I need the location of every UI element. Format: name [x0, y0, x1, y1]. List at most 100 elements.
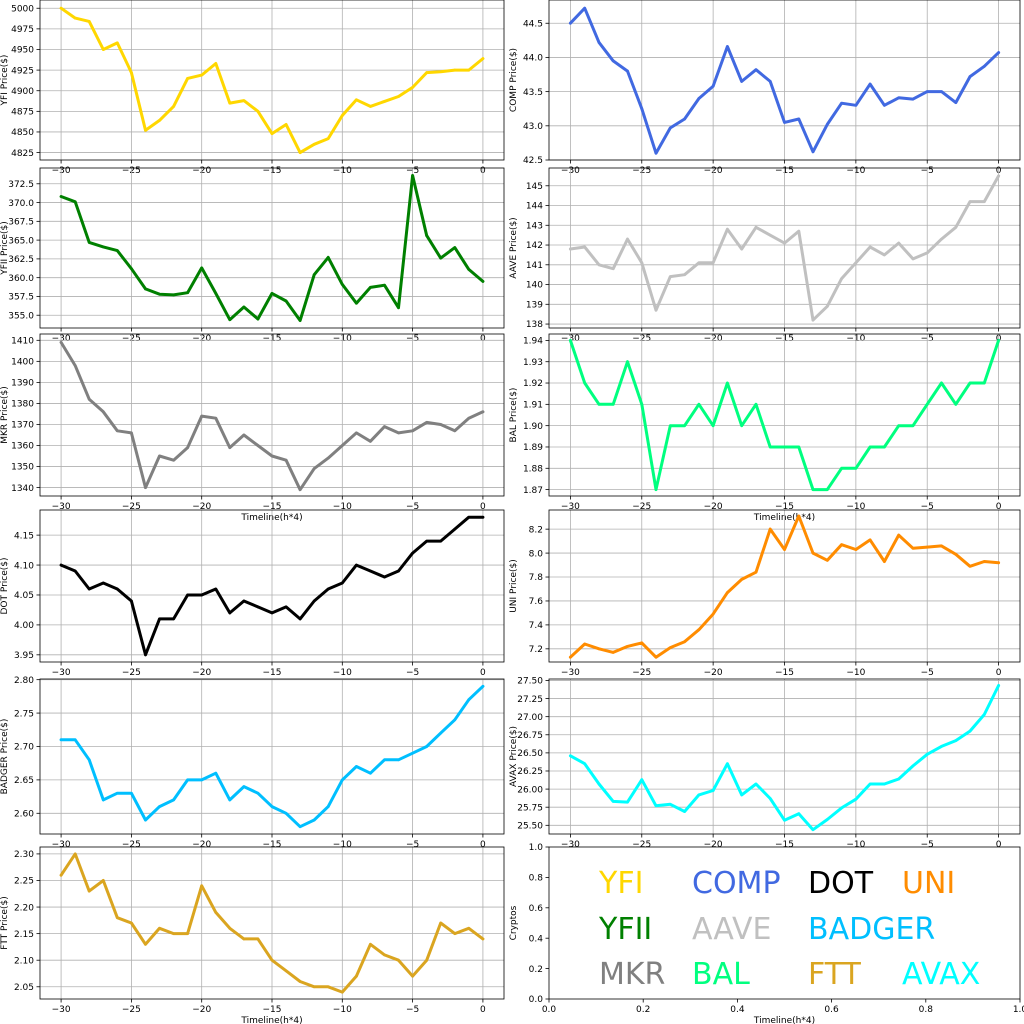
- data-point: [341, 444, 344, 447]
- data-point: [326, 985, 330, 989]
- data-point: [854, 103, 858, 107]
- y-tick-label: 7.6: [529, 597, 544, 607]
- data-point: [59, 195, 63, 198]
- data-point: [840, 101, 843, 105]
- y-tick-label: 139: [526, 300, 543, 310]
- x-tick-label: −20: [192, 840, 211, 850]
- data-point: [726, 45, 729, 48]
- data-point: [411, 551, 414, 555]
- data-point: [369, 286, 372, 289]
- y-axis: 2.05 2.10 2.15 2.20 2.25 2.30: [14, 850, 40, 993]
- data-point: [997, 51, 1000, 54]
- data-point: [355, 563, 358, 567]
- data-point: [59, 873, 63, 877]
- legend-entry-uni: UNI: [902, 866, 955, 901]
- x-axis: −30−25−20−15−10−50: [52, 328, 486, 344]
- data-point: [116, 587, 119, 591]
- plot-frame: [548, 0, 1021, 161]
- data-points: [569, 684, 1000, 831]
- y-tick-label: 2.05: [14, 983, 34, 993]
- y-tick-label: 4.15: [14, 531, 34, 541]
- chart-mkr: −30 −25 −20 −15 −10 −5 01340135013601370138013…: [0, 333, 505, 523]
- data-point: [868, 782, 872, 786]
- legend-entry-aave: AAVE: [692, 912, 771, 947]
- data-point: [101, 879, 105, 882]
- data-point: [569, 339, 572, 342]
- data-point: [683, 810, 686, 813]
- grid-lines: [40, 679, 504, 834]
- y-tick-label: 1350: [11, 463, 34, 473]
- data-point: [740, 424, 743, 427]
- y-axis-label: AVAX Price($): [509, 726, 519, 787]
- data-point: [911, 546, 915, 550]
- y-tick-label: 1.94: [523, 337, 543, 347]
- plot-frame: [548, 509, 1021, 663]
- x-tick-label: −25: [632, 840, 651, 850]
- y-tick-label: 143: [526, 221, 543, 231]
- data-point: [256, 605, 260, 609]
- y-tick-label: 4950: [11, 46, 34, 56]
- data-point: [439, 731, 443, 735]
- x-tick-label: −15: [775, 502, 794, 512]
- data-point: [453, 246, 457, 249]
- data-point: [228, 611, 232, 615]
- y-tick-label: 7.2: [529, 645, 543, 655]
- y-tick-label: 1370: [11, 421, 34, 431]
- data-point: [200, 414, 203, 418]
- grid-lines: [549, 510, 1020, 662]
- y-tick-label: 1.0: [529, 843, 544, 853]
- y-tick-label: 43.5: [523, 88, 543, 98]
- data-point: [467, 416, 471, 420]
- grid-lines: [40, 334, 504, 496]
- y-tick-label: 1.93: [523, 358, 543, 368]
- data-points: [59, 174, 485, 322]
- y-tick-label: 1380: [11, 400, 34, 410]
- data-point: [783, 241, 786, 245]
- data-point: [811, 828, 815, 831]
- x-tick-label: −10: [846, 668, 865, 678]
- x-tick-label: −25: [122, 502, 141, 512]
- x-tick-label: −20: [192, 1005, 211, 1015]
- data-point: [626, 360, 629, 364]
- x-tick-label: 0.8: [919, 1005, 934, 1015]
- data-point: [298, 488, 302, 491]
- data-point: [200, 73, 203, 77]
- data-point: [811, 318, 815, 322]
- data-point: [569, 754, 572, 758]
- data-point: [312, 818, 316, 822]
- y-tick-label: 26.50: [517, 749, 543, 759]
- chart-comp: −30−25−20−15−10−5042.543.043.544.044.5CO…: [509, 0, 1021, 176]
- y-tick-label: 44.5: [523, 19, 543, 29]
- data-point: [270, 611, 274, 615]
- data-point: [726, 381, 729, 385]
- data-point: [214, 62, 218, 65]
- x-tick-label: −25: [122, 668, 141, 678]
- data-point: [439, 539, 443, 543]
- data-point: [270, 805, 274, 808]
- data-point: [925, 403, 929, 406]
- y-tick-label: 7.8: [529, 573, 544, 583]
- data-point: [826, 558, 829, 562]
- data-point: [711, 612, 715, 616]
- y-tick-label: 0.2: [529, 965, 543, 975]
- data-point: [256, 110, 260, 113]
- data-point: [298, 825, 302, 828]
- data-point: [144, 653, 147, 657]
- data-point: [768, 80, 772, 83]
- y-tick-label: 2.75: [14, 709, 34, 719]
- data-point: [768, 445, 772, 449]
- chart-ftt: −30 −25 −20 −15 −10 −5 02.052.102.152.202.252.…: [0, 846, 505, 1024]
- data-point: [683, 640, 686, 643]
- data-point: [298, 980, 302, 983]
- data-points: [59, 6, 485, 154]
- data-point: [116, 791, 119, 795]
- data-point: [355, 765, 358, 768]
- data-point: [640, 261, 644, 265]
- data-point: [383, 425, 386, 428]
- data-point: [312, 985, 316, 989]
- data-points: [59, 852, 485, 994]
- y-tick-label: 42.5: [523, 156, 543, 166]
- y-tick-label: 4975: [11, 25, 34, 35]
- data-point: [897, 241, 900, 245]
